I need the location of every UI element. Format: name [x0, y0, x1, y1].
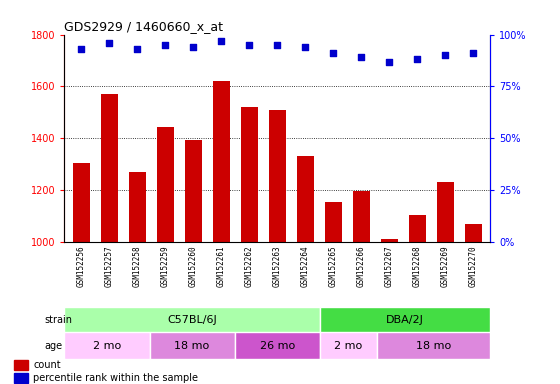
Point: [441, 52, 450, 58]
Bar: [185, 139, 202, 242]
Bar: [381, 239, 398, 242]
Bar: [241, 107, 258, 242]
Point: [385, 58, 394, 65]
Bar: [64, 307, 320, 332]
Text: GSM152270: GSM152270: [469, 245, 478, 287]
Text: 18 mo: 18 mo: [175, 341, 209, 351]
Text: 26 mo: 26 mo: [260, 341, 295, 351]
Bar: [73, 163, 90, 242]
Text: GSM152257: GSM152257: [105, 245, 114, 287]
Text: GSM152262: GSM152262: [245, 245, 254, 287]
Bar: [14, 373, 28, 383]
Point: [133, 46, 142, 52]
Bar: [297, 156, 314, 242]
Bar: [235, 332, 320, 359]
Bar: [101, 94, 118, 242]
Text: GSM152258: GSM152258: [133, 245, 142, 287]
Text: percentile rank within the sample: percentile rank within the sample: [34, 373, 198, 383]
Point: [217, 38, 226, 44]
Text: GSM152267: GSM152267: [385, 245, 394, 287]
Bar: [437, 182, 454, 242]
Text: C57BL/6J: C57BL/6J: [167, 314, 217, 325]
Text: 2 mo: 2 mo: [334, 341, 362, 351]
Bar: [353, 191, 370, 242]
Text: strain: strain: [45, 314, 73, 325]
Bar: [376, 332, 490, 359]
Point: [161, 42, 170, 48]
Text: GSM152264: GSM152264: [301, 245, 310, 287]
Point: [469, 50, 478, 56]
Text: GSM152259: GSM152259: [161, 245, 170, 287]
Text: 18 mo: 18 mo: [416, 341, 451, 351]
Bar: [409, 215, 426, 242]
Point: [77, 46, 86, 52]
Text: GSM152268: GSM152268: [413, 245, 422, 287]
Text: count: count: [34, 360, 61, 370]
Bar: [325, 202, 342, 242]
Bar: [320, 332, 376, 359]
Text: GSM152256: GSM152256: [77, 245, 86, 287]
Text: 2 mo: 2 mo: [93, 341, 121, 351]
Text: GDS2929 / 1460660_x_at: GDS2929 / 1460660_x_at: [64, 20, 223, 33]
Bar: [157, 127, 174, 242]
Point: [329, 50, 338, 56]
Point: [301, 44, 310, 50]
Text: GSM152266: GSM152266: [357, 245, 366, 287]
Text: GSM152261: GSM152261: [217, 245, 226, 287]
Text: GSM152269: GSM152269: [441, 245, 450, 287]
Bar: [64, 332, 150, 359]
Point: [189, 44, 198, 50]
Bar: [320, 307, 490, 332]
Text: GSM152263: GSM152263: [273, 245, 282, 287]
Text: age: age: [45, 341, 63, 351]
Bar: [465, 224, 482, 242]
Bar: [14, 360, 28, 370]
Point: [413, 56, 422, 63]
Point: [273, 42, 282, 48]
Point: [105, 40, 114, 46]
Bar: [150, 332, 235, 359]
Bar: [129, 172, 146, 242]
Bar: [213, 81, 230, 242]
Text: GSM152260: GSM152260: [189, 245, 198, 287]
Text: GSM152265: GSM152265: [329, 245, 338, 287]
Point: [245, 42, 254, 48]
Text: DBA/2J: DBA/2J: [386, 314, 424, 325]
Bar: [269, 110, 286, 242]
Point: [357, 54, 366, 60]
